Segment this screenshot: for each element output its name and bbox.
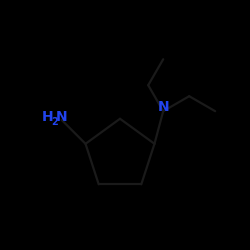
Text: N: N <box>158 100 169 114</box>
Text: N: N <box>56 110 68 124</box>
Text: 2: 2 <box>51 118 58 128</box>
Text: H: H <box>42 110 54 124</box>
